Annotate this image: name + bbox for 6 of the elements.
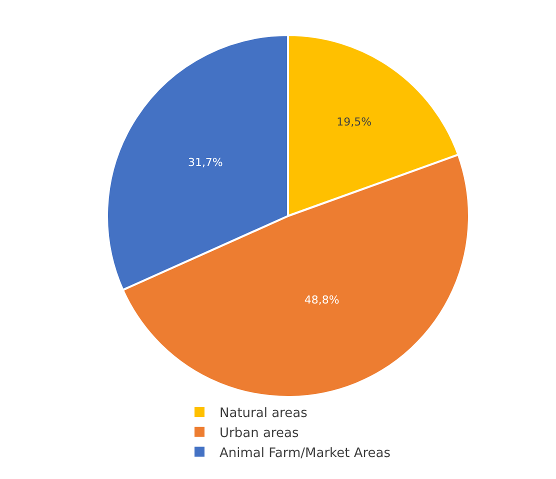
data-label: 31,7% [188, 156, 223, 169]
data-label: 48,8% [304, 293, 340, 306]
data-label: 19,5% [336, 115, 372, 128]
legend-label: Urban areas [220, 426, 299, 441]
legend-label: Natural areas [220, 406, 308, 422]
legend-label: Animal Farm/Market Areas [220, 446, 391, 461]
